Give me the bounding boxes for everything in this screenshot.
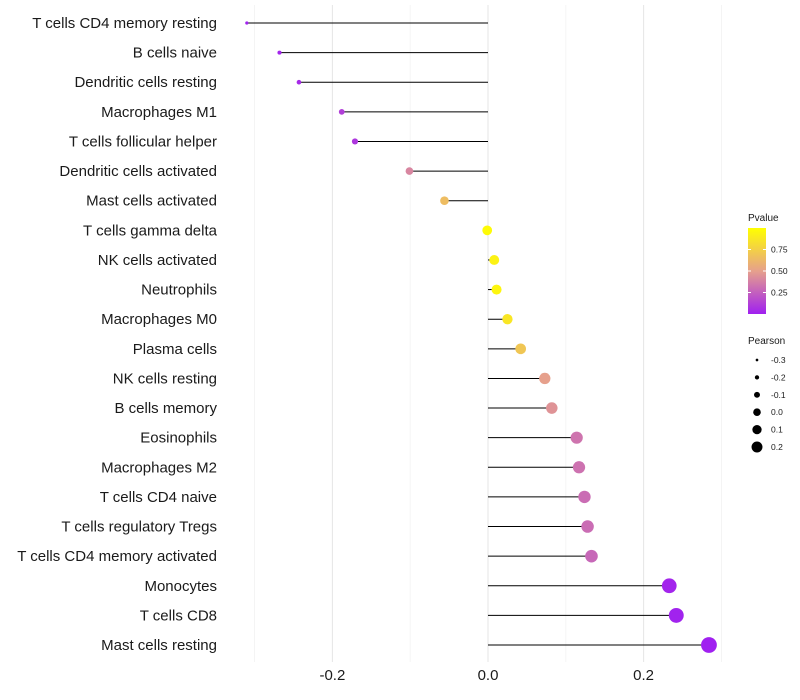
pearson-legend-key: [754, 391, 760, 398]
data-point: [245, 21, 249, 25]
data-point: [539, 372, 551, 385]
y-tick-label: NK cells activated: [98, 252, 217, 269]
pvalue-colorbar: [748, 228, 766, 314]
pvalue-legend-title: Pvalue: [748, 213, 779, 224]
data-point: [546, 402, 558, 414]
data-point: [277, 50, 282, 55]
y-tick-label: T cells CD4 naive: [100, 489, 217, 506]
y-tick-label: T cells gamma delta: [83, 222, 218, 239]
y-tick-label: Dendritic cells activated: [59, 163, 217, 180]
data-point: [668, 607, 684, 623]
y-tick-label: Macrophages M1: [101, 104, 217, 121]
data-point: [491, 284, 502, 295]
x-axis-labels: -0.2 0.0 0.2: [319, 667, 654, 684]
pearson-legend-key: [751, 441, 763, 453]
pvalue-legend-label: 0.50: [771, 266, 788, 276]
data-point: [701, 637, 717, 653]
pearson-legend-key: [752, 424, 762, 435]
data-point: [502, 314, 513, 325]
y-tick-label: T cells CD4 memory activated: [17, 548, 217, 565]
y-tick-label: Monocytes: [144, 578, 217, 595]
pearson-legend-label: 0.0: [771, 407, 783, 417]
data-point: [296, 79, 302, 85]
y-tick-label: Dendritic cells resting: [74, 74, 217, 91]
pearson-legend-label: -0.1: [771, 390, 786, 400]
pearson-legend-title: Pearson: [748, 336, 785, 347]
y-tick-label: Eosinophils: [140, 430, 217, 447]
y-tick-label: B cells memory: [114, 400, 217, 417]
y-axis-labels: T cells CD4 memory resting B cells naive D…: [17, 15, 217, 654]
y-tick-label: Macrophages M0: [101, 311, 217, 328]
pearson-legend-label: 0.1: [771, 425, 783, 435]
data-point: [482, 225, 493, 236]
x-tick-label: 0.2: [633, 667, 654, 684]
pearson-legend-label: -0.2: [771, 372, 786, 382]
data-point: [440, 196, 449, 206]
y-tick-label: T cells CD4 memory resting: [32, 15, 217, 32]
y-tick-label: T cells regulatory Tregs: [61, 519, 217, 536]
data-point: [581, 520, 594, 533]
x-tick-label: 0.0: [478, 667, 499, 684]
pearson-legend-key: [753, 408, 761, 417]
pearson-legend-label: 0.2: [771, 442, 783, 452]
pearson-legend-label: -0.3: [771, 355, 786, 365]
y-tick-label: B cells naive: [133, 45, 217, 62]
data-point: [351, 138, 359, 145]
data-point: [585, 549, 598, 563]
pvalue-legend-label: 0.75: [771, 245, 788, 255]
y-tick-label: Mast cells resting: [101, 637, 217, 654]
grid-lines: [254, 5, 722, 662]
data-point: [405, 167, 414, 175]
y-tick-label: T cells follicular helper: [69, 133, 217, 150]
x-tick-label: -0.2: [319, 667, 345, 684]
pearson-legend-key: [754, 375, 760, 380]
data-point: [515, 343, 527, 355]
y-tick-label: NK cells resting: [113, 370, 217, 387]
data-point: [572, 461, 586, 474]
pearson-legend-key: [755, 358, 759, 362]
y-tick-label: Plasma cells: [133, 341, 217, 358]
data-point: [338, 108, 345, 115]
lollipop-stems: [246, 22, 709, 646]
y-tick-label: Macrophages M2: [101, 459, 217, 476]
pvalue-legend-label: 0.25: [771, 288, 788, 298]
lollipop-dots: [245, 21, 717, 653]
data-point: [661, 578, 677, 594]
data-point: [578, 490, 591, 504]
data-point: [570, 431, 583, 444]
y-tick-label: Mast cells activated: [86, 193, 217, 210]
data-point: [489, 254, 500, 265]
pearson-legend: Pearson -0.3 -0.2 -0.1 0.0 0.1 0.2: [748, 336, 786, 453]
y-tick-label: T cells CD8: [140, 607, 217, 624]
pvalue-legend: Pvalue 0.25 0.50 0.75: [748, 213, 788, 314]
y-tick-label: Neutrophils: [141, 282, 217, 299]
